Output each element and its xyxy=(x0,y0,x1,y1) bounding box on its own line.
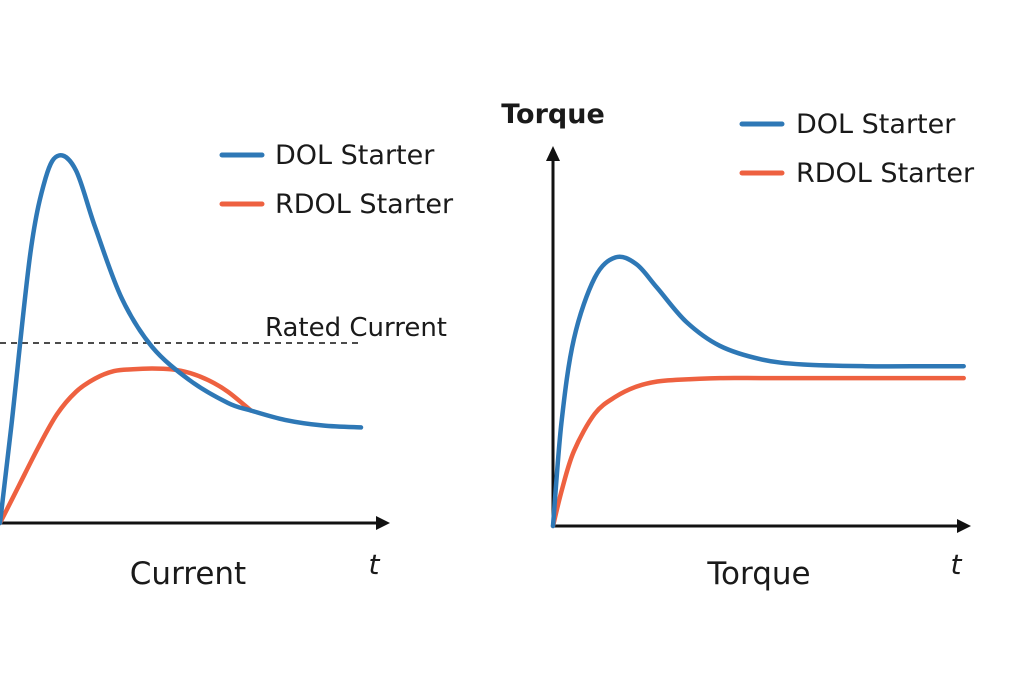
torque-plot-area xyxy=(550,254,966,529)
torque-series-dol-line xyxy=(550,254,966,529)
torque-y-label: Torque xyxy=(501,99,605,130)
current-legend: DOL Starter RDOL Starter xyxy=(219,140,454,220)
current-x-axis-arrow xyxy=(376,516,390,530)
torque-legend: DOL Starter RDOL Starter xyxy=(739,109,975,189)
current-chart: Rated Current DOL Starter RDOL Starter C… xyxy=(0,140,454,592)
current-caption: Current xyxy=(130,556,246,592)
torque-y-axis-arrow xyxy=(546,146,560,161)
legend-label-dol: DOL Starter xyxy=(796,109,956,140)
torque-x-axis-arrow xyxy=(957,519,971,533)
torque-x-label: t xyxy=(951,548,963,581)
current-series-dol-line xyxy=(0,153,364,526)
legend-label-dol: DOL Starter xyxy=(275,140,435,171)
current-x-label: t xyxy=(369,548,381,581)
torque-chart: Torque DOL Starter RDOL Starter Torque t xyxy=(501,99,975,592)
torque-caption: Torque xyxy=(706,556,810,592)
current-plot-area xyxy=(0,153,364,526)
legend-label-rdol: RDOL Starter xyxy=(796,158,975,189)
legend-label-rdol: RDOL Starter xyxy=(275,189,454,220)
current-series-rdol-line xyxy=(0,366,254,526)
torque-series-rdol-line xyxy=(550,375,966,529)
rated-current-label: Rated Current xyxy=(265,313,447,343)
